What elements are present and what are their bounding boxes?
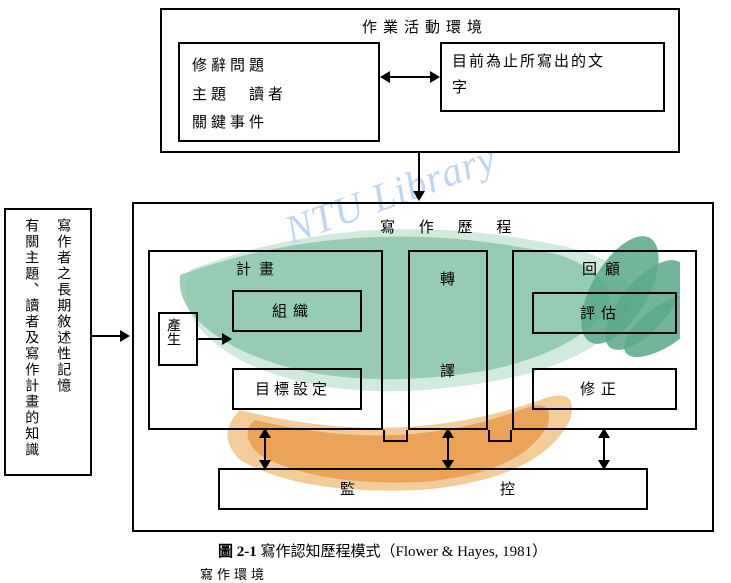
text-so-far-line-2: 字 [452,76,653,102]
monitor-label-1: 監 [340,478,361,499]
arrow-plan-translate-v1 [383,430,385,442]
writing-process-title: 寫 作 歷 程 [380,216,521,237]
rhetorical-problem-box: 修辭問題 主題 讀者 關鍵事件 [178,42,380,142]
arrow-head-left-1 [380,71,390,83]
arrow-memory-to-process [92,335,122,337]
arrow-head-down-2 [259,460,271,470]
arrow-head-right-2 [120,330,130,342]
arrow-head-up-3 [598,428,610,438]
arrow-head-down-4 [598,460,610,470]
revise-label: 修正 [580,378,622,399]
monitor-box [218,468,648,510]
arrow-plan-translate-v2 [406,430,408,442]
arrow-head-up-1 [259,428,271,438]
produce-label: 產生 [162,318,204,346]
memory-line-2: 有關主題、讀者及寫作計畫的知識 [18,218,43,466]
goal-label: 目標設定 [255,378,331,399]
arrow-top-inner [388,76,432,78]
arrow-translate-review-h [488,440,512,442]
review-label: 回顧 [582,258,628,279]
monitor-label-2: 控 [500,478,521,499]
caption-text: 寫作認知歷程模式（Flower & Hayes, 1981） [261,544,548,560]
caption-number: 2-1 [237,544,257,560]
rhetorical-problem-text: 修辭問題 主題 讀者 關鍵事件 [180,44,378,146]
arrow-plan-translate-h [383,440,408,442]
organize-label: 組織 [272,300,314,321]
arrow-head-down-1 [413,191,425,201]
figure-caption: 圖 2-1 寫作認知歷程模式（Flower & Hayes, 1981） [218,540,547,561]
rhetorical-line-2: 主題 讀者 [192,81,366,110]
arrow-translate-review-v2 [510,430,512,442]
arrow-head-up-2 [442,428,454,438]
rhetorical-line-3: 關鍵事件 [192,109,366,138]
text-so-far-content: 目前為止所寫出的文 字 [442,44,663,107]
produce-char: 產生 [162,318,183,346]
text-so-far-line-1: 目前為止所寫出的文 [452,50,653,76]
evaluate-label: 評估 [580,302,622,323]
below-caption: 寫作環境 [200,564,268,583]
caption-prefix: 圖 [218,544,233,560]
arrow-head-right-1 [430,71,440,83]
memory-line-1: 寫作者之長期敘述性記憶 [50,218,75,466]
arrow-translate-review-v1 [488,430,490,442]
text-so-far-box: 目前為止所寫出的文 字 [440,42,665,112]
arrow-head-down-3 [442,460,454,470]
rhetorical-line-1: 修辭問題 [192,52,366,81]
translate-label-1: 轉 [440,268,461,289]
translate-label-2: 譯 [440,360,461,381]
arrow-top-to-process [418,153,420,193]
arrow-head-right-3 [222,333,232,345]
plan-label: 計畫 [236,258,282,279]
task-environment-title: 作業活動環境 [362,16,488,37]
